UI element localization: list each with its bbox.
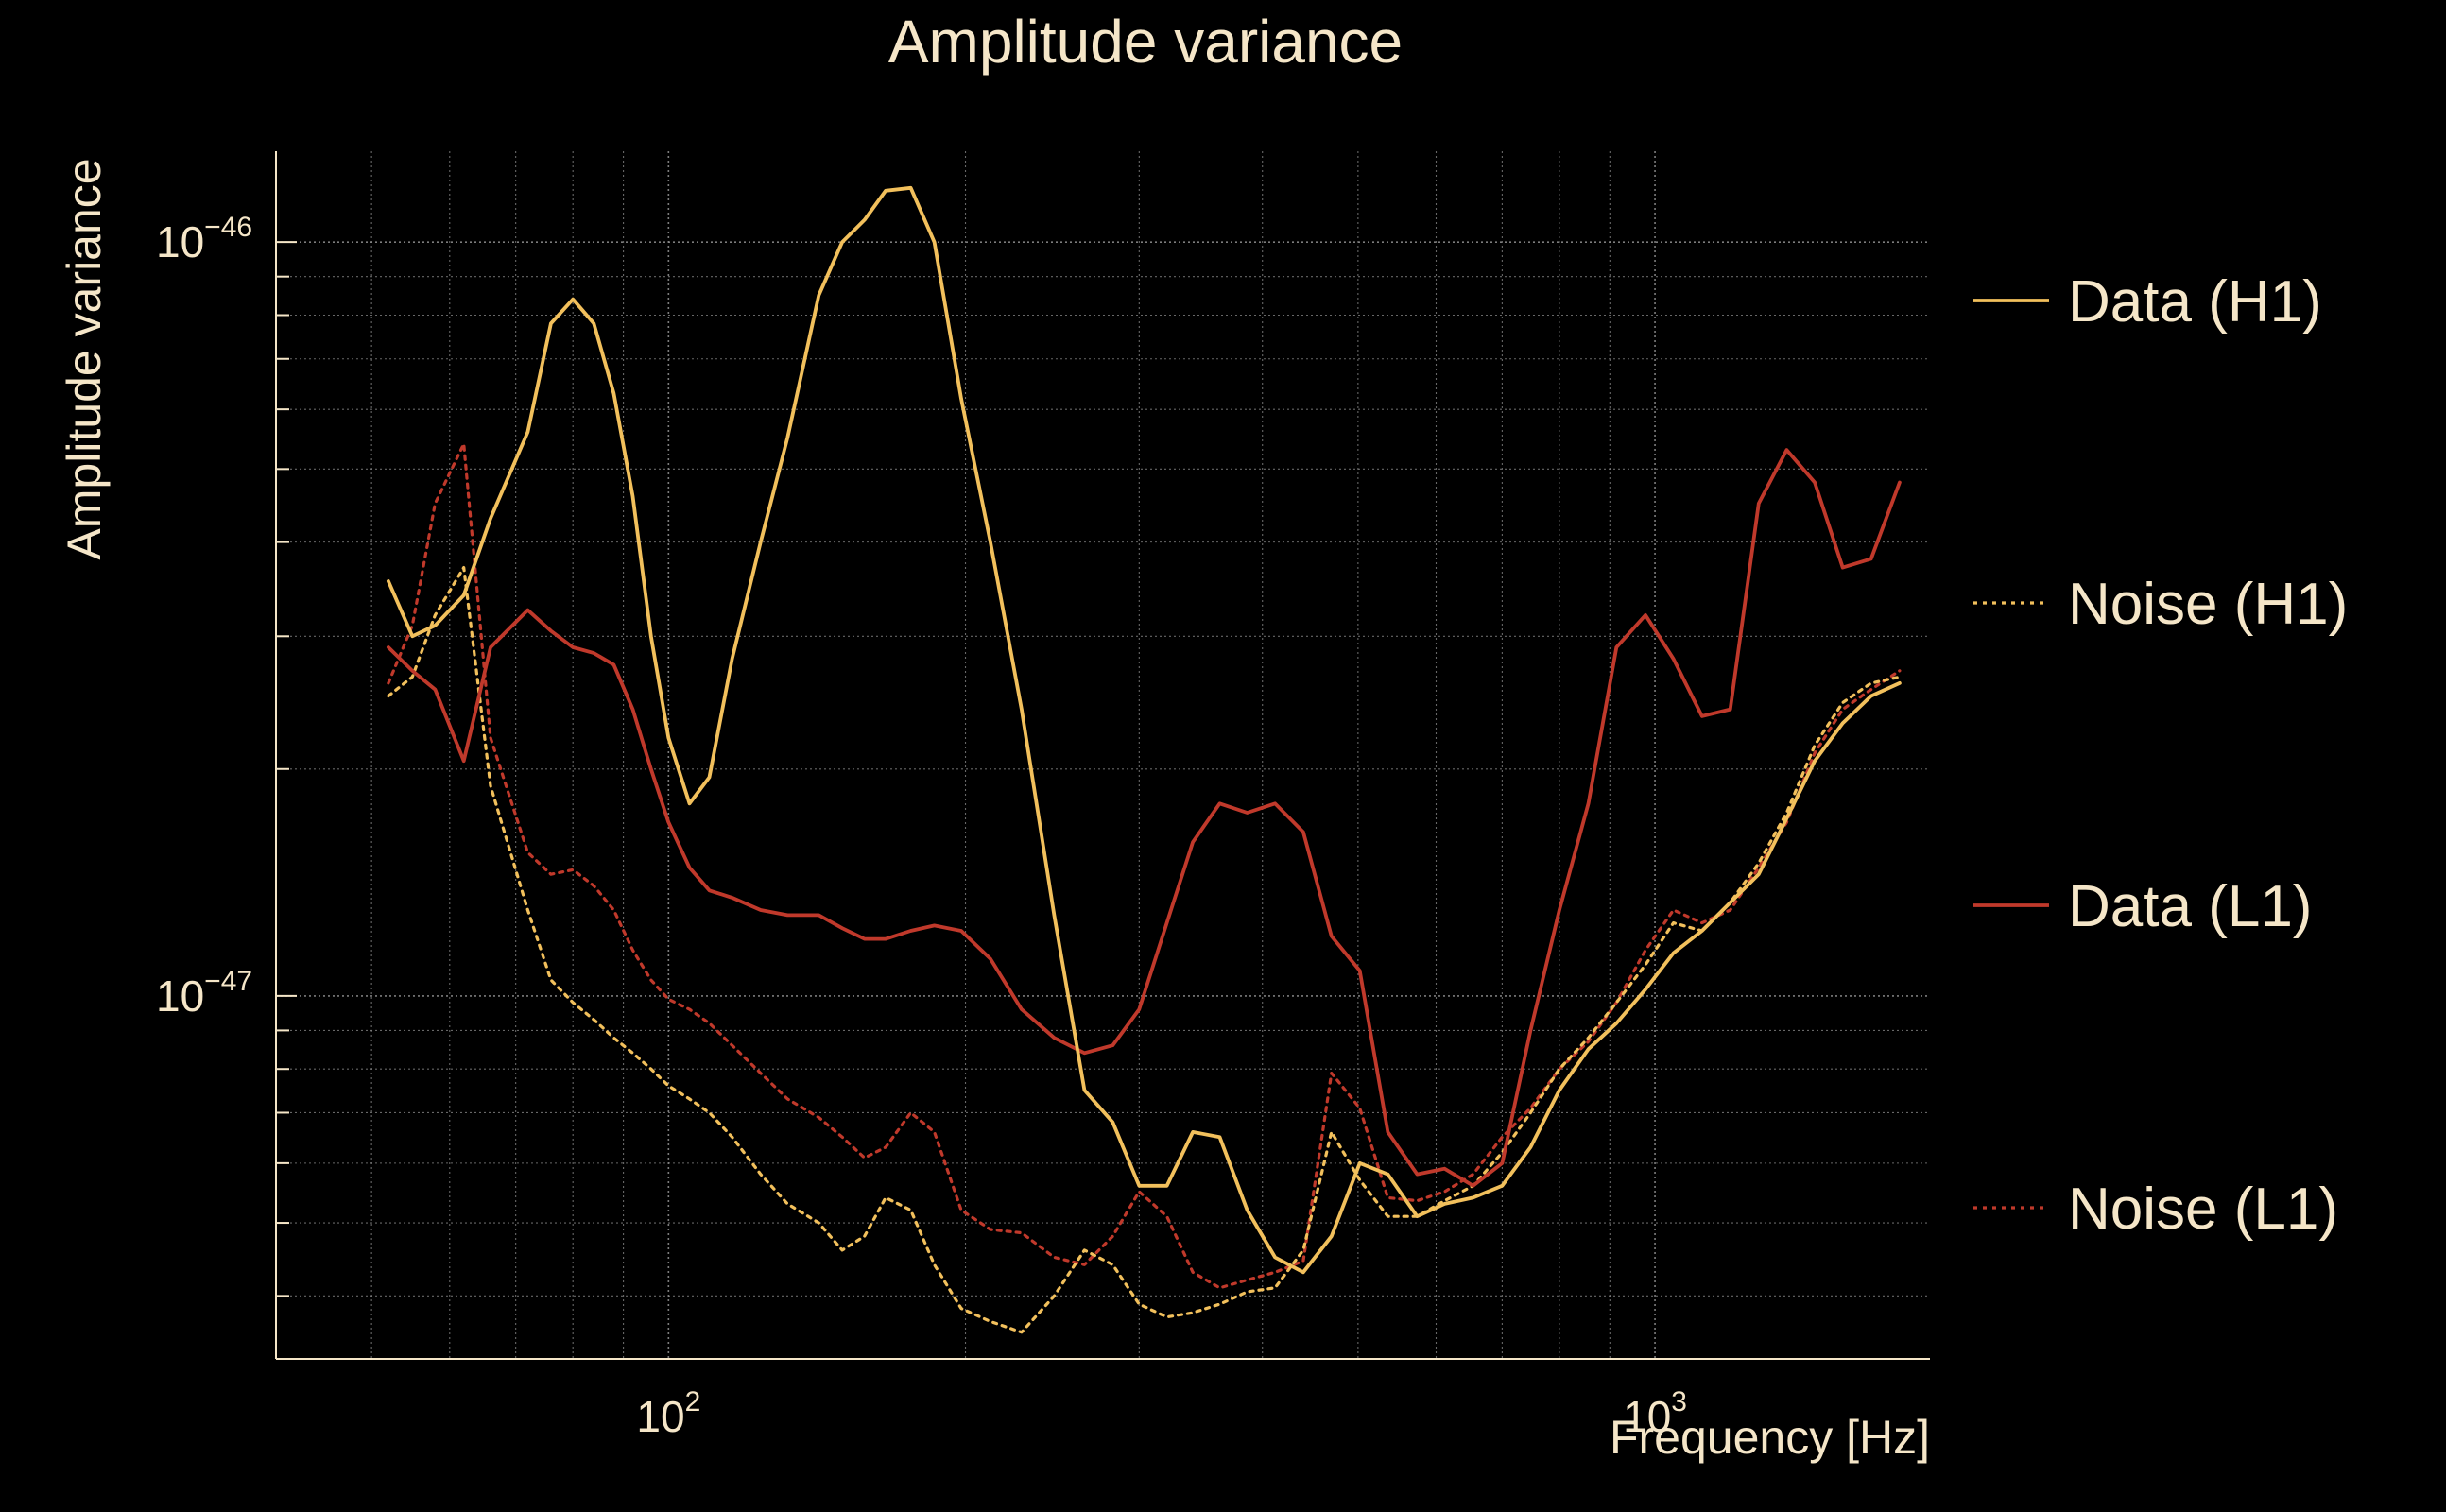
series-lines [386, 185, 1902, 1334]
y-axis-label: Amplitude variance [58, 158, 111, 559]
series-line-noise-h1 [387, 565, 1902, 1334]
series-line-data-h1 [386, 185, 1902, 1275]
legend: Data (H1) Noise (H1) Data (L1) Noise (L1) [1973, 269, 2348, 1242]
legend-item: Data (H1) [1973, 269, 2322, 335]
axes [275, 151, 1930, 1360]
tick-labels: 102 103 10−47 10−46 [156, 212, 1687, 1441]
x-tick-label: 102 [636, 1386, 700, 1441]
legend-label: Noise (H1) [2068, 572, 2348, 637]
grid [275, 151, 1930, 1359]
legend-label: Noise (L1) [2068, 1177, 2338, 1242]
y-tick-label: 10−46 [156, 212, 252, 266]
series-line-data-l1 [386, 448, 1902, 1188]
legend-label: Data (H1) [2068, 269, 2322, 335]
y-tick-label: 10−47 [156, 966, 252, 1021]
legend-label: Data (L1) [2068, 874, 2312, 939]
legend-item: Data (L1) [1973, 874, 2312, 939]
series-line-noise-l1 [387, 442, 1902, 1290]
legend-item: Noise (H1) [1973, 572, 2348, 637]
legend-item: Noise (L1) [1973, 1177, 2338, 1242]
x-axis-label: Frequency [Hz] [1610, 1411, 1930, 1464]
chart-title: Amplitude variance [888, 8, 1403, 76]
x-tick-label: 103 [1623, 1386, 1687, 1441]
